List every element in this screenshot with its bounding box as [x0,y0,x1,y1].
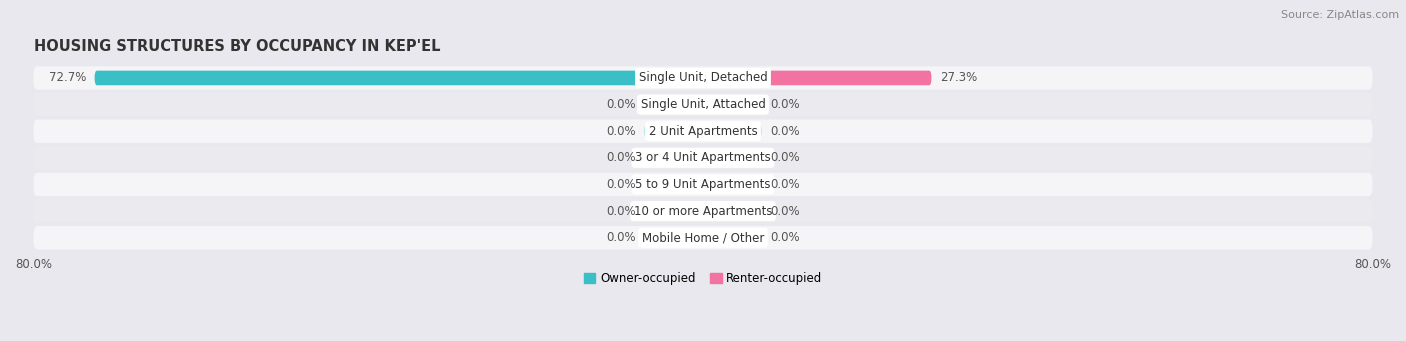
Text: 5 to 9 Unit Apartments: 5 to 9 Unit Apartments [636,178,770,191]
FancyBboxPatch shape [703,71,931,85]
Text: 0.0%: 0.0% [606,125,636,138]
FancyBboxPatch shape [34,119,1372,143]
FancyBboxPatch shape [34,146,1372,169]
Text: 3 or 4 Unit Apartments: 3 or 4 Unit Apartments [636,151,770,164]
FancyBboxPatch shape [703,231,762,245]
FancyBboxPatch shape [34,226,1372,249]
FancyBboxPatch shape [34,199,1372,223]
Text: 27.3%: 27.3% [939,72,977,85]
FancyBboxPatch shape [34,173,1372,196]
FancyBboxPatch shape [703,124,762,138]
Legend: Owner-occupied, Renter-occupied: Owner-occupied, Renter-occupied [579,267,827,290]
Text: HOUSING STRUCTURES BY OCCUPANCY IN KEP'EL: HOUSING STRUCTURES BY OCCUPANCY IN KEP'E… [34,39,440,54]
Text: 0.0%: 0.0% [770,125,800,138]
Text: 0.0%: 0.0% [606,98,636,111]
Text: 0.0%: 0.0% [770,231,800,244]
FancyBboxPatch shape [703,177,762,192]
Text: 72.7%: 72.7% [49,72,86,85]
FancyBboxPatch shape [644,97,703,112]
Text: 0.0%: 0.0% [606,205,636,218]
FancyBboxPatch shape [703,204,762,218]
Text: 0.0%: 0.0% [770,205,800,218]
Text: 0.0%: 0.0% [606,151,636,164]
Text: 0.0%: 0.0% [606,178,636,191]
Text: 10 or more Apartments: 10 or more Apartments [634,205,772,218]
Text: 0.0%: 0.0% [606,231,636,244]
FancyBboxPatch shape [94,71,703,85]
FancyBboxPatch shape [703,150,762,165]
FancyBboxPatch shape [644,204,703,218]
Text: Single Unit, Attached: Single Unit, Attached [641,98,765,111]
FancyBboxPatch shape [703,97,762,112]
FancyBboxPatch shape [644,231,703,245]
FancyBboxPatch shape [644,124,703,138]
Text: 0.0%: 0.0% [770,151,800,164]
Text: Source: ZipAtlas.com: Source: ZipAtlas.com [1281,10,1399,20]
Text: Single Unit, Detached: Single Unit, Detached [638,72,768,85]
Text: 2 Unit Apartments: 2 Unit Apartments [648,125,758,138]
FancyBboxPatch shape [644,177,703,192]
FancyBboxPatch shape [34,93,1372,116]
Text: Mobile Home / Other: Mobile Home / Other [641,231,765,244]
FancyBboxPatch shape [644,150,703,165]
Text: 0.0%: 0.0% [770,98,800,111]
Text: 0.0%: 0.0% [770,178,800,191]
FancyBboxPatch shape [34,66,1372,90]
